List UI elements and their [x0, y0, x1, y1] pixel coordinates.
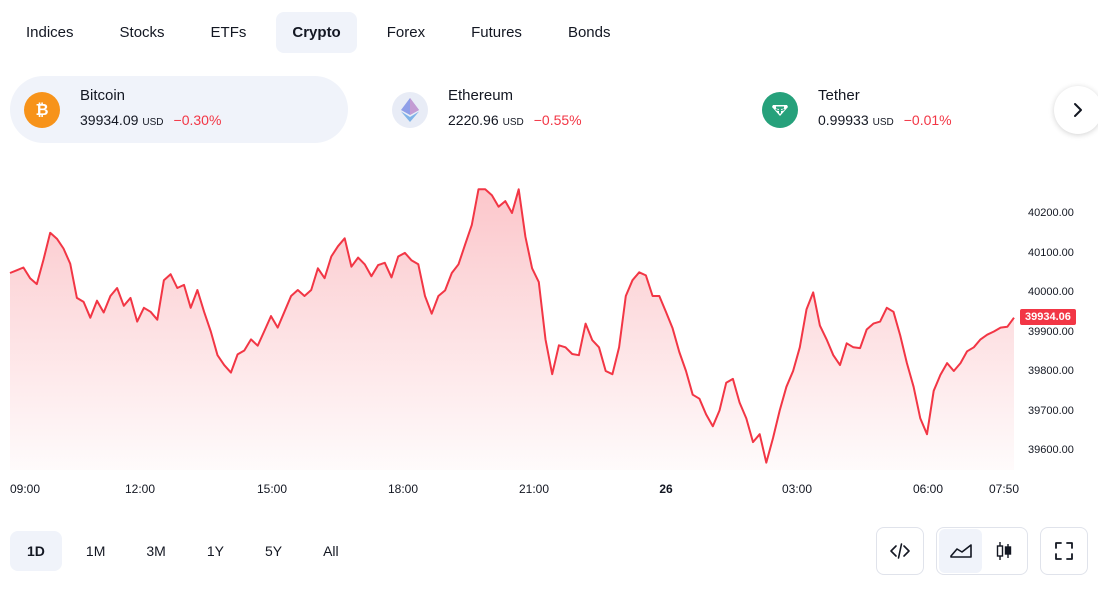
chart-type-toggle — [936, 527, 1028, 575]
asset-change: −0.30% — [173, 112, 222, 128]
tab-bonds[interactable]: Bonds — [567, 24, 611, 41]
asset-name: Tether — [818, 87, 860, 104]
range-selector: 1D 1M 3M 1Y 5Y All — [10, 531, 363, 571]
chart-price-line — [9, 188, 1015, 464]
y-tick-label: 39800.00 — [1028, 365, 1074, 377]
svg-text:₿: ₿ — [35, 101, 48, 119]
range-5y-button[interactable]: 5Y — [264, 543, 283, 559]
y-tick-label: 39600.00 — [1028, 444, 1074, 456]
asset-card-ethereum[interactable]: Ethereum 2220.96 USD −0.55% — [378, 76, 708, 143]
y-tick-label: 40100.00 — [1028, 247, 1074, 259]
x-tick-label: 26 — [659, 482, 673, 496]
candlestick-icon — [996, 542, 1011, 560]
embed-button[interactable] — [876, 527, 924, 575]
area-chart-button[interactable] — [939, 529, 982, 573]
tab-stocks[interactable]: Stocks — [119, 24, 165, 41]
range-all-button[interactable]: All — [323, 543, 339, 559]
asset-currency: USD — [502, 117, 524, 128]
y-tick-label: 40000.00 — [1028, 286, 1074, 298]
candlestick-chart-button[interactable] — [982, 529, 1025, 573]
tab-forex[interactable]: Forex — [386, 24, 426, 41]
asset-card-bitcoin[interactable]: ₿ Bitcoin 39934.09 USD −0.30% — [10, 76, 348, 143]
x-tick-label: 12:00 — [124, 482, 156, 496]
asset-price: 2220.96 — [448, 112, 499, 128]
x-tick-label: 03:00 — [781, 482, 813, 496]
price-chart[interactable]: 40200.00 40100.00 40000.00 39900.00 3980… — [0, 170, 1098, 510]
x-tick-label: 21:00 — [518, 482, 550, 496]
fullscreen-icon — [1055, 542, 1073, 560]
tether-icon — [762, 91, 798, 128]
asset-price: 39934.09 — [80, 112, 139, 128]
y-tick-label: 40200.00 — [1028, 207, 1074, 219]
range-3m-button[interactable]: 3M — [146, 543, 166, 559]
tab-etfs[interactable]: ETFs — [210, 24, 247, 41]
bitcoin-icon: ₿ — [24, 91, 60, 128]
asset-currency: USD — [142, 117, 164, 128]
range-1y-button[interactable]: 1Y — [206, 543, 224, 559]
asset-name: Bitcoin — [80, 87, 126, 104]
x-tick-label: 15:00 — [256, 482, 288, 496]
x-tick-label: 07:50 — [988, 482, 1020, 496]
asset-currency: USD — [872, 117, 894, 128]
x-tick-label: 09:00 — [9, 482, 41, 496]
asset-name: Ethereum — [448, 87, 514, 104]
asset-change: −0.01% — [903, 112, 952, 128]
y-tick-label: 39900.00 — [1028, 326, 1074, 338]
ethereum-icon — [392, 91, 428, 128]
range-1m-button[interactable]: 1M — [85, 543, 106, 559]
y-tick-label: 39700.00 — [1028, 405, 1074, 417]
tab-crypto[interactable]: Crypto — [276, 12, 357, 53]
tab-futures[interactable]: Futures — [471, 24, 522, 41]
last-price-tag: 39934.06 — [1020, 308, 1076, 325]
code-icon — [890, 543, 910, 559]
x-tick-label: 06:00 — [912, 482, 944, 496]
market-tabs: Indices Stocks ETFs Crypto Forex Futures… — [10, 12, 640, 53]
asset-carousel: ₿ Bitcoin 39934.09 USD −0.30% Ethereum 222… — [10, 76, 1098, 143]
chart-canvas — [9, 188, 1015, 471]
fullscreen-button[interactable] — [1040, 527, 1088, 575]
carousel-next-button[interactable] — [1054, 86, 1098, 134]
range-1d-button[interactable]: 1D — [10, 531, 62, 571]
chart-area-fill — [10, 189, 1014, 471]
asset-card-tether[interactable]: Tether 0.99933 USD −0.01% — [748, 76, 1048, 143]
area-chart-icon — [949, 544, 972, 558]
chevron-right-icon — [1074, 103, 1082, 117]
x-tick-label: 18:00 — [387, 482, 419, 496]
tab-indices[interactable]: Indices — [26, 24, 74, 41]
asset-price: 0.99933 — [818, 112, 869, 128]
asset-change: −0.55% — [533, 112, 582, 128]
